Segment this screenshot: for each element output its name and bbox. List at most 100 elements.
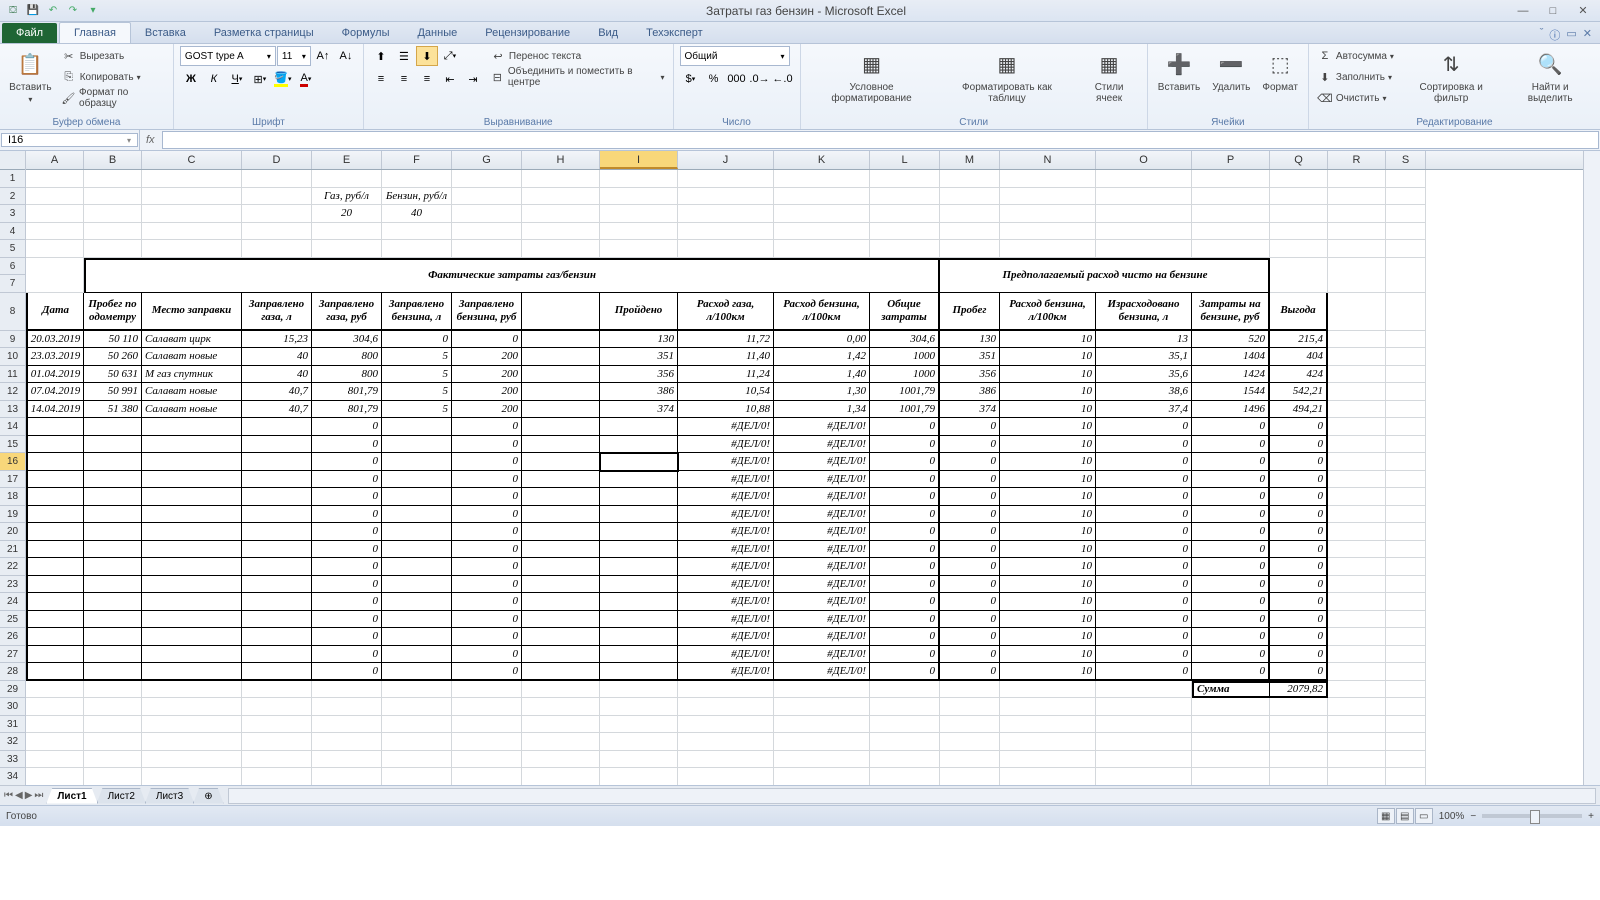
cell-R24[interactable] <box>1328 593 1386 611</box>
row-header-8[interactable]: 8 <box>0 293 25 331</box>
cell-H17[interactable] <box>522 471 600 489</box>
tab-view[interactable]: Вид <box>584 23 632 43</box>
cell-O29[interactable] <box>1096 681 1192 699</box>
cell-P33[interactable] <box>1192 751 1270 769</box>
cell-L2[interactable] <box>870 188 940 206</box>
cell-E12[interactable]: 801,79 <box>312 383 382 401</box>
cell-S2[interactable] <box>1386 188 1426 206</box>
cell-M9[interactable]: 130 <box>940 331 1000 349</box>
cell-J17[interactable]: #ДЕЛ/0! <box>678 471 774 489</box>
cell-D13[interactable]: 40,7 <box>242 401 312 419</box>
cell-G9[interactable]: 0 <box>452 331 522 349</box>
column-header-I[interactable]: I <box>600 151 678 169</box>
cell-C19[interactable] <box>142 506 242 524</box>
cell-N24[interactable]: 10 <box>1000 593 1096 611</box>
cell-D10[interactable]: 40 <box>242 348 312 366</box>
row-header-23[interactable]: 23 <box>0 576 25 594</box>
cell-M16[interactable]: 0 <box>940 453 1000 471</box>
qat-dropdown-icon[interactable]: ▾ <box>84 2 102 20</box>
cell-R20[interactable] <box>1328 523 1386 541</box>
column-header-O[interactable]: O <box>1096 151 1192 169</box>
cell-K16[interactable]: #ДЕЛ/0! <box>774 453 870 471</box>
cell-L4[interactable] <box>870 223 940 241</box>
cell-P17[interactable]: 0 <box>1192 471 1270 489</box>
cell-L23[interactable]: 0 <box>870 576 940 594</box>
cell-G15[interactable]: 0 <box>452 436 522 454</box>
cell-G31[interactable] <box>452 716 522 734</box>
cell-A27[interactable] <box>26 646 84 664</box>
cell-D3[interactable] <box>242 205 312 223</box>
column-header-C[interactable]: C <box>142 151 242 169</box>
cell-J32[interactable] <box>678 733 774 751</box>
cell-B21[interactable] <box>84 541 142 559</box>
cell-D29[interactable] <box>242 681 312 699</box>
cell-B23[interactable] <box>84 576 142 594</box>
cell-K15[interactable]: #ДЕЛ/0! <box>774 436 870 454</box>
cell-G5[interactable] <box>452 240 522 258</box>
cell-A16[interactable] <box>26 453 84 471</box>
cell-R10[interactable] <box>1328 348 1386 366</box>
cell-H1[interactable] <box>522 170 600 188</box>
cell-G2[interactable] <box>452 188 522 206</box>
zoom-out-button[interactable]: − <box>1470 811 1476 822</box>
cell-R1[interactable] <box>1328 170 1386 188</box>
cell-F13[interactable]: 5 <box>382 401 452 419</box>
cell-A11[interactable]: 01.04.2019 <box>26 366 84 384</box>
cell-Q4[interactable] <box>1270 223 1328 241</box>
cell-L14[interactable]: 0 <box>870 418 940 436</box>
cell-A2[interactable] <box>26 188 84 206</box>
cell-I32[interactable] <box>600 733 678 751</box>
cell-D32[interactable] <box>242 733 312 751</box>
cell-P22[interactable]: 0 <box>1192 558 1270 576</box>
cell-R31[interactable] <box>1328 716 1386 734</box>
cell-L34[interactable] <box>870 768 940 785</box>
cell-P27[interactable]: 0 <box>1192 646 1270 664</box>
cell-N28[interactable]: 10 <box>1000 663 1096 681</box>
delete-cells-button[interactable]: ➖Удалить <box>1208 46 1254 95</box>
formula-input[interactable] <box>162 131 1599 149</box>
cell-H12[interactable] <box>522 383 600 401</box>
cell-L33[interactable] <box>870 751 940 769</box>
cell-B20[interactable] <box>84 523 142 541</box>
cell-I9[interactable]: 130 <box>600 331 678 349</box>
cell-S21[interactable] <box>1386 541 1426 559</box>
cell-N17[interactable]: 10 <box>1000 471 1096 489</box>
cell-Q16[interactable]: 0 <box>1270 453 1328 471</box>
cell-K2[interactable] <box>774 188 870 206</box>
align-center-button[interactable]: ≡ <box>393 69 415 89</box>
cell-E18[interactable]: 0 <box>312 488 382 506</box>
cell-E14[interactable]: 0 <box>312 418 382 436</box>
cell-N33[interactable] <box>1000 751 1096 769</box>
cell-G26[interactable]: 0 <box>452 628 522 646</box>
cell-R30[interactable] <box>1328 698 1386 716</box>
cell-I33[interactable] <box>600 751 678 769</box>
cell-B26[interactable] <box>84 628 142 646</box>
row-header-27[interactable]: 27 <box>0 646 25 664</box>
cell-P30[interactable] <box>1192 698 1270 716</box>
cell-E32[interactable] <box>312 733 382 751</box>
cell-E5[interactable] <box>312 240 382 258</box>
minimize-button[interactable]: — <box>1510 2 1536 20</box>
cell-R29[interactable] <box>1328 681 1386 699</box>
cell-D24[interactable] <box>242 593 312 611</box>
cell-O17[interactable]: 0 <box>1096 471 1192 489</box>
cell-N9[interactable]: 10 <box>1000 331 1096 349</box>
cell-A31[interactable] <box>26 716 84 734</box>
cell-J34[interactable] <box>678 768 774 785</box>
row-header-32[interactable]: 32 <box>0 733 25 751</box>
cell-H4[interactable] <box>522 223 600 241</box>
cell-K11[interactable]: 1,40 <box>774 366 870 384</box>
cell-C20[interactable] <box>142 523 242 541</box>
cell-R21[interactable] <box>1328 541 1386 559</box>
cell-B19[interactable] <box>84 506 142 524</box>
cell-O28[interactable]: 0 <box>1096 663 1192 681</box>
cell-O33[interactable] <box>1096 751 1192 769</box>
cell-G22[interactable]: 0 <box>452 558 522 576</box>
tab-insert[interactable]: Вставка <box>131 23 200 43</box>
cell-S13[interactable] <box>1386 401 1426 419</box>
cell-F14[interactable] <box>382 418 452 436</box>
row-header-16[interactable]: 16 <box>0 453 25 471</box>
cell-S9[interactable] <box>1386 331 1426 349</box>
cell-M25[interactable]: 0 <box>940 611 1000 629</box>
cell-M34[interactable] <box>940 768 1000 785</box>
